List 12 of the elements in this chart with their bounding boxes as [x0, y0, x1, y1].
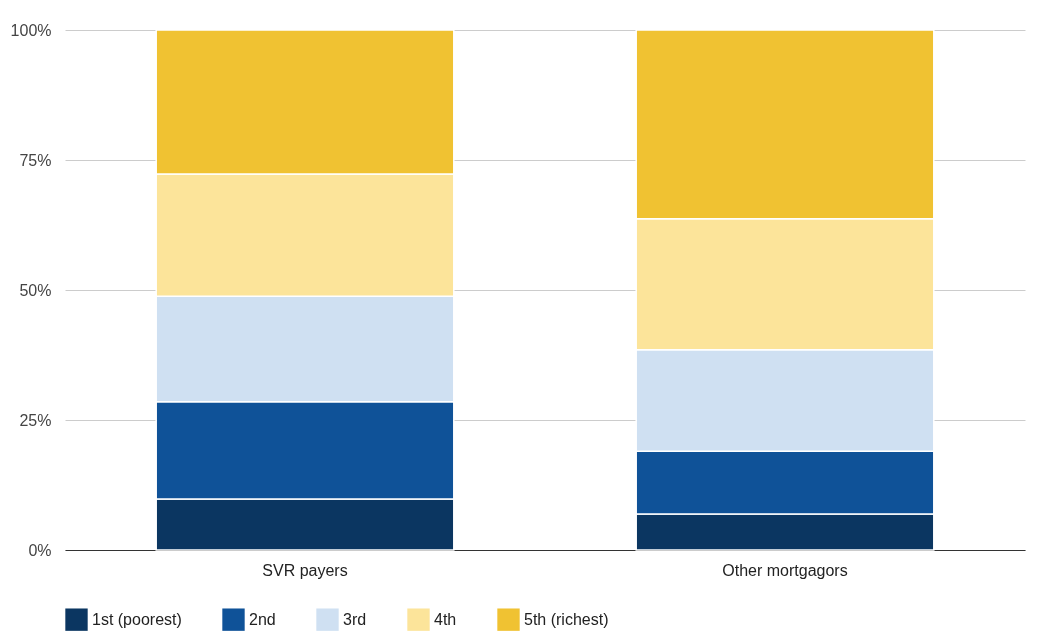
legend-label: 3rd: [343, 610, 367, 628]
x-tick-label: SVR payers: [262, 561, 348, 579]
legend-label: 5th (richest): [524, 610, 609, 628]
x-tick-label: Other mortgagors: [722, 561, 848, 579]
legend-label: 2nd: [249, 610, 276, 628]
legend-label: 1st (poorest): [92, 610, 182, 628]
y-tick-label: 50%: [19, 281, 52, 299]
y-tick-label: 100%: [10, 21, 52, 39]
y-tick-label: 75%: [19, 151, 52, 169]
legend-label: 4th: [434, 610, 457, 628]
y-tick-label: 25%: [19, 411, 52, 429]
y-tick-label: 0%: [28, 541, 52, 559]
